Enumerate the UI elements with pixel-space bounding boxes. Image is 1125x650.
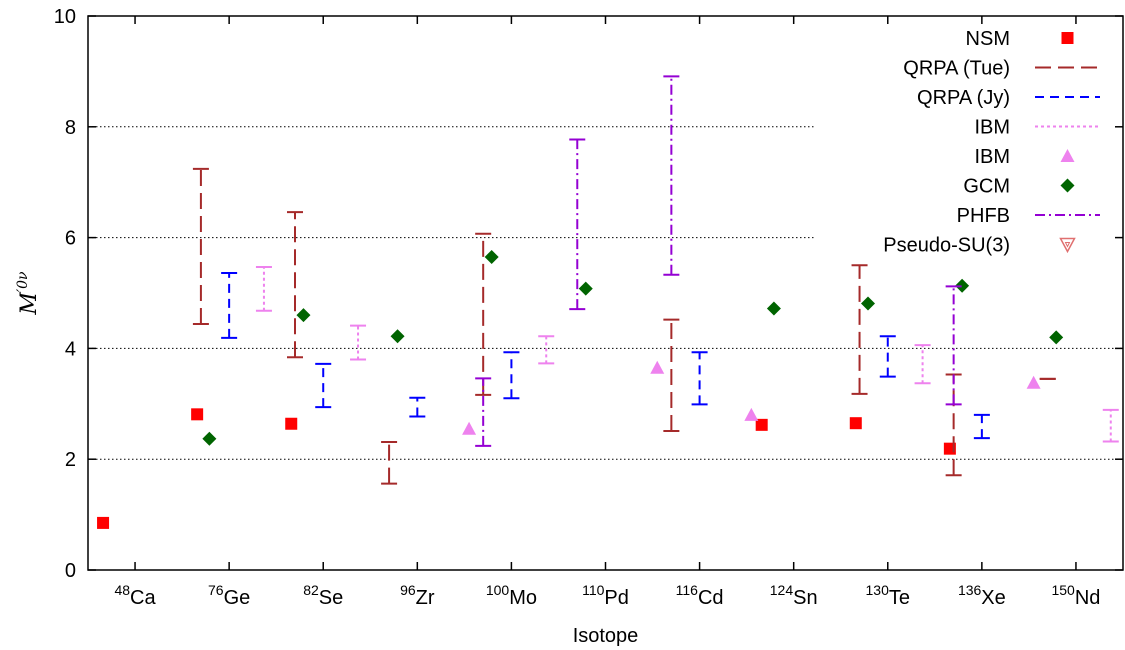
legend-sample-marker [1060, 178, 1075, 193]
point-ibm [462, 421, 477, 435]
legend-label: QRPA (Jy) [917, 87, 1010, 109]
x-tick-label-mass: 100 [486, 582, 510, 598]
x-tick-label: 124Sn [770, 582, 818, 609]
x-tick-label-element: Mo [509, 587, 537, 609]
series-ibm [255, 265, 1119, 443]
x-tick-label-mass: 136 [958, 582, 982, 598]
x-tick-label-mass: 124 [770, 582, 794, 598]
x-tick-label-mass: 110 [582, 582, 605, 598]
series-phfb [475, 75, 962, 447]
point-nsm [285, 417, 298, 430]
legend-label: GCM [963, 176, 1010, 198]
y-axis-title: M′0ν [15, 271, 42, 316]
x-tick-label: 110Pd [582, 582, 629, 609]
x-tick-label: 150Nd [1051, 582, 1100, 609]
x-tick-label-element: Cd [698, 587, 724, 609]
point-gcm [484, 249, 499, 264]
x-tick-label-element: Se [319, 587, 343, 609]
series-gcm [202, 249, 1064, 446]
grid-lines [88, 126, 1123, 460]
y-tick-label: 8 [65, 117, 76, 139]
x-tick-label-element: Ge [224, 587, 251, 609]
point-gcm [1049, 330, 1064, 345]
y-tick-label: 2 [65, 449, 76, 471]
point-gcm [861, 296, 876, 311]
legend-sample-marker [1059, 237, 1076, 254]
legend-label: PHFB [957, 205, 1010, 227]
x-tick-label-element: Zr [416, 587, 435, 609]
legend-sample-marker [1060, 149, 1075, 162]
y-tick-label: 6 [65, 228, 76, 250]
y-axis-title-main: M [17, 292, 42, 316]
series-ibm [462, 360, 1041, 435]
point-gcm [578, 281, 593, 296]
point-gcm [955, 278, 970, 293]
x-tick-label: 82Se [303, 582, 343, 609]
point-ibm [1026, 375, 1041, 389]
x-tick-label: 48Ca [114, 582, 156, 609]
x-tick-label-mass: 48 [114, 582, 130, 598]
point-gcm [390, 329, 405, 344]
y-tick-label: 0 [65, 560, 76, 582]
x-axis-title: Isotope [573, 625, 639, 647]
x-tick-label-element: Pd [604, 587, 628, 609]
x-tick-label-mass: 130 [866, 582, 890, 598]
y-tick-label: 4 [65, 338, 76, 360]
y-tick-label: 10 [54, 6, 76, 28]
legend-label: Pseudo-SU(3) [883, 235, 1010, 257]
series-qrpa-jy [221, 272, 990, 440]
x-tick-label-element: Sn [793, 587, 817, 609]
x-tick-label-mass: 82 [303, 582, 319, 598]
x-tick-label-mass: 116 [676, 582, 699, 598]
legend-label: IBM [974, 117, 1010, 139]
legend-label: NSM [966, 28, 1010, 50]
x-tick-label-mass: 96 [400, 582, 416, 598]
point-nsm [849, 417, 862, 430]
x-tick-label: 136Xe [958, 582, 1006, 609]
legend: NSM QRPA (Tue) QRPA (Jy) IBM IBM GCM PHFB Pseud… [883, 28, 1100, 257]
legend-sample-marker [1061, 32, 1074, 44]
x-tick-label: 116Cd [676, 582, 724, 609]
legend-label: IBM [974, 146, 1010, 168]
x-tick-label-element: Ca [130, 587, 156, 609]
legend-sample-marker-inner [1064, 242, 1071, 248]
point-nsm [755, 418, 768, 431]
point-ibm [744, 407, 759, 421]
point-nsm [97, 516, 110, 529]
x-tick-label: 100Mo [486, 582, 537, 609]
point-ibm [650, 360, 665, 374]
y-axis-title-sup: ′0ν [15, 271, 31, 292]
y-axis: 0 2 4 6 8 10 [54, 6, 1123, 582]
x-tick-label: 130Te [866, 582, 910, 609]
point-gcm [202, 431, 217, 446]
x-tick-label: 96Zr [400, 582, 435, 609]
series-layer [97, 75, 1119, 529]
x-tick-label-mass: 76 [208, 582, 224, 598]
x-tick-label-element: Te [889, 587, 910, 609]
series-qrpa-tue [192, 167, 1056, 485]
point-gcm [766, 301, 781, 316]
x-axis: 48Ca 76Ge 82Se 96Zr 100Mo 110Pd 116Cd 124Sn 130T… [114, 16, 1100, 609]
x-tick-label-mass: 150 [1051, 582, 1075, 598]
point-gcm [296, 308, 311, 323]
legend-label: QRPA (Tue) [903, 58, 1010, 80]
point-nsm [191, 408, 204, 421]
x-tick-label-element: Nd [1075, 587, 1101, 609]
x-tick-label: 76Ge [208, 582, 250, 609]
series-nsm [97, 408, 956, 529]
x-tick-label-element: Xe [981, 587, 1005, 609]
